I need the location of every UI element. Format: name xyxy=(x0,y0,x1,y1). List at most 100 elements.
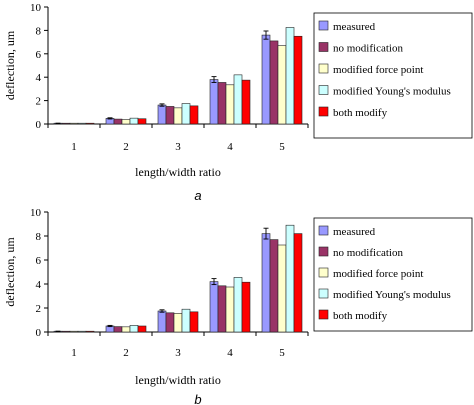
bar-modified-force-point-1 xyxy=(69,330,79,333)
legend-swatch-modified-young-s-modulus xyxy=(318,288,329,299)
bar-both-modify-4 xyxy=(241,79,251,125)
legend-label: no modification xyxy=(333,43,403,55)
legend-swatch-modified-young-s-modulus xyxy=(318,85,329,95)
legend-label: both modify xyxy=(333,107,388,119)
x-tick-label: 3 xyxy=(175,141,181,153)
x-tick-label: 4 xyxy=(227,347,233,359)
bar-modified-young-s-modulus-4 xyxy=(233,277,243,333)
bar-modified-force-point-1 xyxy=(69,122,79,125)
legend-swatch-no-modification xyxy=(318,246,329,257)
legend-swatch-no-modification xyxy=(318,42,329,52)
x-tick-label: 1 xyxy=(71,347,77,359)
x-axis-title: length/width ratio xyxy=(135,165,221,179)
legend-swatch-modified-force-point xyxy=(318,267,329,278)
bar-modified-young-s-modulus-5 xyxy=(285,224,295,333)
legend: measured no modification modified force po… xyxy=(313,12,473,139)
bar-no-modification-2 xyxy=(113,326,123,333)
bar-measured-5 xyxy=(261,233,271,333)
bar-no-modification-3 xyxy=(165,106,175,125)
y-tick-label: 0 xyxy=(36,119,42,131)
bar-modified-force-point-2 xyxy=(121,119,131,125)
x-axis-title: length/width ratio xyxy=(135,373,221,387)
y-tick-label: 2 xyxy=(36,303,42,315)
y-tick-label: 8 xyxy=(36,231,42,243)
y-tick-label: 6 xyxy=(36,49,42,61)
legend-swatch-both-modify xyxy=(318,106,329,117)
legend-label: measured xyxy=(333,226,376,238)
legend-label: modified Young's modulus xyxy=(333,289,451,301)
y-tick-label: 10 xyxy=(30,207,42,219)
bar-modified-force-point-4 xyxy=(225,84,235,125)
bar-no-modification-5 xyxy=(269,40,279,125)
legend-swatch-both-modify xyxy=(318,309,329,320)
y-tick-label: 2 xyxy=(36,96,42,108)
bar-no-modification-4 xyxy=(217,82,227,125)
bar-modified-young-s-modulus-3 xyxy=(181,103,191,125)
bar-both-modify-2 xyxy=(137,325,147,333)
y-tick-label: 4 xyxy=(36,279,42,291)
bar-both-modify-5 xyxy=(293,35,303,125)
bar-both-modify-1 xyxy=(85,122,95,125)
panel-label: b xyxy=(194,392,201,405)
bar-no-modification-2 xyxy=(113,118,123,125)
bar-no-modification-1 xyxy=(61,330,71,333)
bar-measured-3 xyxy=(157,310,167,333)
x-tick-label: 5 xyxy=(279,141,285,153)
panel-label: a xyxy=(194,188,201,203)
x-tick-label: 5 xyxy=(279,347,285,359)
bar-measured-3 xyxy=(157,104,167,125)
y-tick-label: 6 xyxy=(36,255,42,267)
legend-label: no modification xyxy=(333,247,403,259)
bar-both-modify-4 xyxy=(241,281,251,333)
legend-label: modified force point xyxy=(333,64,423,76)
legend-swatch-modified-force-point xyxy=(318,63,329,74)
legend-swatch-measured xyxy=(318,20,329,31)
legend-label: modified force point xyxy=(333,268,423,280)
bar-modified-force-point-5 xyxy=(277,244,287,333)
y-axis-title: deflection, um xyxy=(3,30,17,100)
bar-both-modify-2 xyxy=(137,118,147,125)
bar-modified-force-point-5 xyxy=(277,45,287,125)
y-tick-label: 4 xyxy=(36,72,42,84)
legend-label: measured xyxy=(333,21,376,33)
bar-no-modification-1 xyxy=(61,122,71,125)
bar-no-modification-5 xyxy=(269,239,279,333)
bar-modified-force-point-4 xyxy=(225,286,235,333)
y-tick-label: 0 xyxy=(36,327,42,339)
x-tick-label: 2 xyxy=(123,141,129,153)
bar-modified-force-point-3 xyxy=(173,107,183,125)
legend-label: both modify xyxy=(333,310,388,322)
legend-box xyxy=(313,12,473,139)
bar-both-modify-3 xyxy=(189,311,199,333)
y-tick-label: 10 xyxy=(30,2,42,14)
bar-modified-young-s-modulus-1 xyxy=(77,330,87,333)
bar-no-modification-4 xyxy=(217,285,227,333)
x-tick-label: 3 xyxy=(175,347,181,359)
x-tick-label: 1 xyxy=(71,141,77,153)
bar-modified-young-s-modulus-2 xyxy=(129,117,139,125)
bar-modified-young-s-modulus-1 xyxy=(77,122,87,125)
legend-label: modified Young's modulus xyxy=(333,86,451,98)
bar-both-modify-5 xyxy=(293,233,303,333)
legend-swatch-measured xyxy=(318,225,329,236)
bar-both-modify-1 xyxy=(85,330,95,333)
bar-modified-young-s-modulus-3 xyxy=(181,308,191,333)
bar-measured-4 xyxy=(209,281,219,333)
bar-modified-force-point-3 xyxy=(173,313,183,333)
y-axis-title: deflection, um xyxy=(3,237,17,307)
bar-modified-young-s-modulus-5 xyxy=(285,27,295,125)
bar-both-modify-3 xyxy=(189,105,199,125)
y-tick-label: 8 xyxy=(36,25,42,37)
x-tick-label: 4 xyxy=(227,141,233,153)
bar-modified-young-s-modulus-2 xyxy=(129,325,139,333)
bar-measured-5 xyxy=(261,34,271,125)
legend: measured no modification modified force po… xyxy=(313,217,473,332)
legend-box xyxy=(313,217,473,332)
bar-modified-young-s-modulus-4 xyxy=(233,74,243,125)
x-tick-label: 2 xyxy=(123,347,129,359)
bar-modified-force-point-2 xyxy=(121,326,131,333)
bar-measured-4 xyxy=(209,79,219,125)
